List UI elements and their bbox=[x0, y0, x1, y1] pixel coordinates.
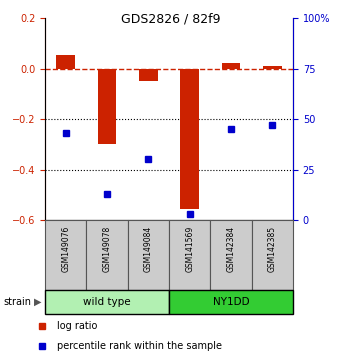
Text: GSM141569: GSM141569 bbox=[185, 225, 194, 272]
Bar bbox=[252, 220, 293, 290]
Text: wild type: wild type bbox=[83, 297, 131, 307]
Text: NY1DD: NY1DD bbox=[213, 297, 249, 307]
Bar bbox=[45, 220, 86, 290]
Bar bbox=[169, 220, 210, 290]
Bar bbox=[139, 69, 158, 81]
Bar bbox=[263, 66, 282, 69]
Text: GSM142384: GSM142384 bbox=[226, 225, 236, 272]
Bar bbox=[222, 63, 240, 69]
Bar bbox=[180, 69, 199, 209]
Text: strain: strain bbox=[3, 297, 31, 307]
Text: GDS2826 / 82f9: GDS2826 / 82f9 bbox=[121, 12, 220, 25]
Bar bbox=[86, 220, 128, 290]
Bar bbox=[98, 69, 116, 144]
Bar bbox=[210, 220, 252, 290]
Text: log ratio: log ratio bbox=[57, 321, 98, 331]
Bar bbox=[45, 290, 169, 314]
Text: GSM149084: GSM149084 bbox=[144, 225, 153, 272]
Bar bbox=[169, 290, 293, 314]
Text: GSM149078: GSM149078 bbox=[103, 225, 112, 272]
Bar bbox=[56, 55, 75, 69]
Text: GSM149076: GSM149076 bbox=[61, 225, 70, 272]
Text: percentile rank within the sample: percentile rank within the sample bbox=[57, 341, 222, 351]
Text: ▶: ▶ bbox=[34, 297, 42, 307]
Text: GSM142385: GSM142385 bbox=[268, 225, 277, 272]
Bar bbox=[128, 220, 169, 290]
